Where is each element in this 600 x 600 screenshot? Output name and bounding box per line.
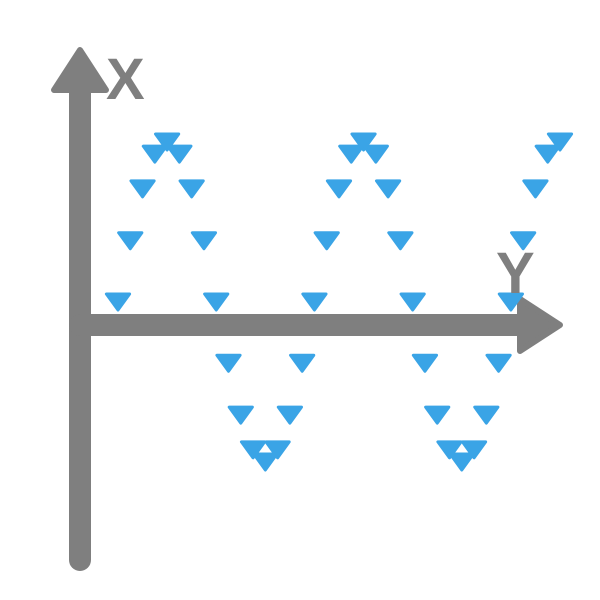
marker-triangle-icon bbox=[291, 355, 314, 371]
marker-triangle-icon bbox=[315, 233, 338, 249]
marker-triangle-icon bbox=[536, 146, 559, 162]
marker-triangle-icon bbox=[254, 454, 277, 470]
marker-triangle-icon bbox=[131, 181, 154, 197]
marker-triangle-icon bbox=[119, 233, 142, 249]
marker-triangle-icon bbox=[180, 181, 203, 197]
chart-svg bbox=[0, 0, 600, 600]
marker-triangle-icon bbox=[475, 407, 498, 423]
marker-triangle-icon bbox=[426, 407, 449, 423]
marker-triangle-icon bbox=[377, 181, 400, 197]
marker-triangle-icon bbox=[278, 407, 301, 423]
marker-triangle-icon bbox=[217, 355, 240, 371]
marker-triangle-icon bbox=[327, 181, 350, 197]
marker-triangle-icon bbox=[205, 294, 228, 310]
chart-canvas: X Y bbox=[0, 0, 600, 600]
marker-triangle-icon bbox=[229, 407, 252, 423]
marker-triangle-icon bbox=[143, 146, 166, 162]
marker-triangle-icon bbox=[512, 233, 535, 249]
marker-triangle-icon bbox=[106, 294, 129, 310]
marker-triangle-icon bbox=[450, 454, 473, 470]
marker-triangle-icon bbox=[364, 146, 387, 162]
sine-series bbox=[106, 134, 571, 470]
marker-triangle-icon bbox=[524, 181, 547, 197]
marker-triangle-icon bbox=[303, 294, 326, 310]
marker-triangle-icon bbox=[401, 294, 424, 310]
marker-triangle-icon bbox=[487, 355, 510, 371]
x-axis-arrow-icon bbox=[520, 299, 560, 351]
y-axis-arrow-icon bbox=[54, 50, 106, 90]
marker-triangle-icon bbox=[413, 355, 436, 371]
marker-triangle-icon bbox=[340, 146, 363, 162]
marker-triangle-icon bbox=[389, 233, 412, 249]
marker-triangle-icon bbox=[192, 233, 215, 249]
marker-triangle-icon bbox=[168, 146, 191, 162]
